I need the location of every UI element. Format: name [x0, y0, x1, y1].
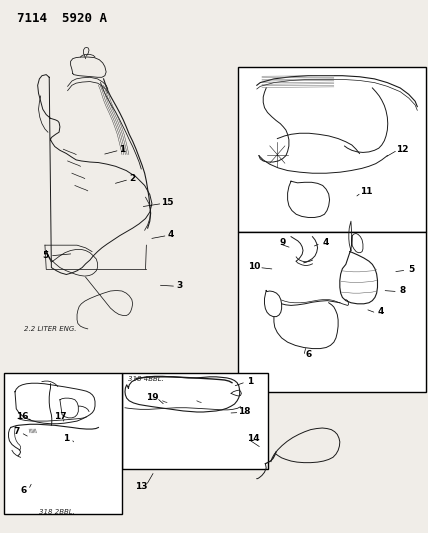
Text: 10: 10 — [249, 262, 261, 271]
Text: 1: 1 — [63, 434, 69, 442]
Text: 1: 1 — [119, 145, 125, 154]
Text: 4: 4 — [168, 230, 174, 239]
Text: 12: 12 — [396, 145, 409, 154]
Text: 19: 19 — [146, 393, 158, 401]
Text: 3: 3 — [177, 281, 183, 289]
Text: 318 2BBL.: 318 2BBL. — [39, 508, 74, 515]
Text: 7: 7 — [13, 427, 19, 436]
Text: 9: 9 — [279, 238, 285, 247]
Text: 5: 5 — [408, 265, 414, 273]
Text: 4: 4 — [322, 238, 328, 247]
Text: 4: 4 — [378, 308, 384, 316]
Bar — [238, 67, 426, 232]
Bar — [122, 373, 268, 469]
Text: 7114  5920 A: 7114 5920 A — [17, 12, 107, 25]
Text: 2: 2 — [130, 174, 136, 183]
Text: 15: 15 — [160, 198, 173, 207]
Text: 13: 13 — [135, 482, 148, 490]
Text: 11: 11 — [360, 188, 372, 196]
Text: 14: 14 — [247, 434, 260, 442]
Text: 2.2 LITER ENG.: 2.2 LITER ENG. — [24, 326, 76, 333]
Bar — [4, 373, 122, 514]
Bar — [238, 232, 426, 392]
Text: 18: 18 — [238, 407, 250, 416]
Text: 6: 6 — [21, 486, 27, 495]
Text: 17: 17 — [54, 413, 66, 421]
Text: 6: 6 — [305, 350, 311, 359]
Text: 1: 1 — [247, 377, 253, 385]
Text: 8: 8 — [399, 286, 405, 295]
Text: 5: 5 — [42, 252, 48, 260]
Text: 318 4BBL.: 318 4BBL. — [128, 376, 164, 383]
Text: 16: 16 — [16, 413, 29, 421]
